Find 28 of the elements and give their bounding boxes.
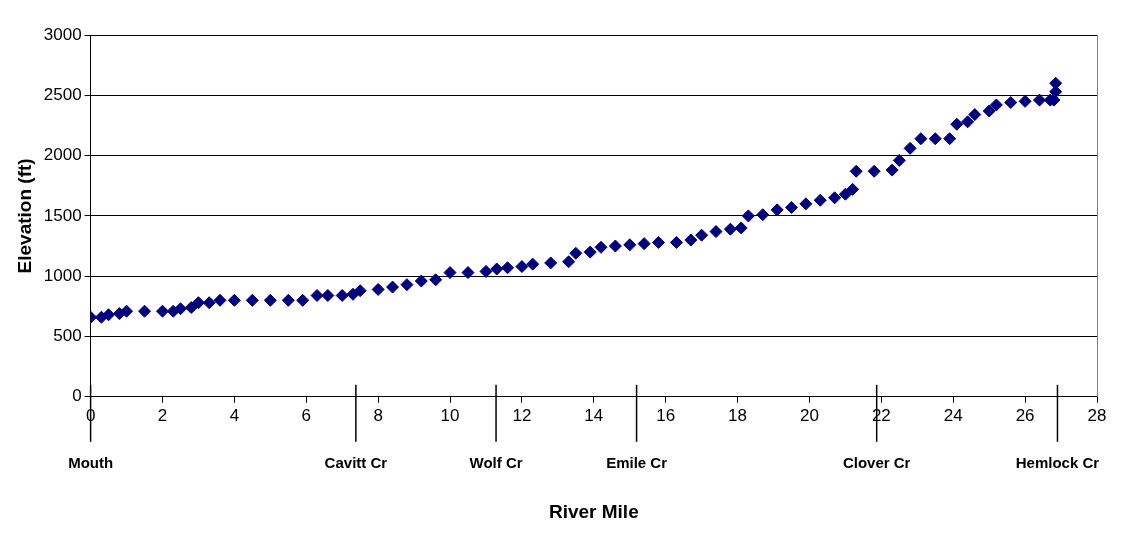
x-tick-label: 8 — [373, 405, 383, 425]
ref-line-label: Wolf Cr — [469, 453, 523, 471]
x-tick-label: 6 — [301, 405, 312, 425]
x-tick-label: 28 — [1087, 405, 1107, 425]
x-tick-label: 26 — [1015, 405, 1035, 425]
y-tick-label: 500 — [53, 326, 82, 346]
ref-line-label: Cavitt Cr — [324, 453, 388, 471]
ref-line-label: Clover Cr — [842, 453, 911, 471]
x-tick-label: 14 — [584, 405, 604, 425]
x-tick-label: 16 — [656, 405, 676, 425]
x-tick-label: 4 — [229, 405, 240, 425]
y-tick-label: 0 — [72, 386, 82, 406]
x-tick-label: 10 — [440, 405, 460, 425]
x-axis-title: River Mile — [548, 500, 639, 522]
y-tick-label: 3000 — [43, 24, 82, 44]
y-tick-label: 2000 — [43, 145, 82, 165]
y-tick-label: 1000 — [43, 265, 82, 285]
x-tick-label: 12 — [512, 405, 532, 425]
x-tick-label: 2 — [157, 405, 168, 425]
y-tick-label: 2500 — [43, 84, 82, 104]
y-tick-label: 1500 — [43, 205, 82, 225]
x-tick-label: 24 — [943, 405, 963, 425]
ref-line-label: Hemlock Cr — [1015, 453, 1100, 471]
ref-line-label: Emile Cr — [606, 453, 668, 471]
x-tick-label: 20 — [800, 405, 819, 425]
y-axis-title: Elevation (ft) — [13, 158, 35, 274]
x-tick-label: 18 — [728, 405, 748, 425]
ref-line-label: Mouth — [68, 453, 114, 471]
